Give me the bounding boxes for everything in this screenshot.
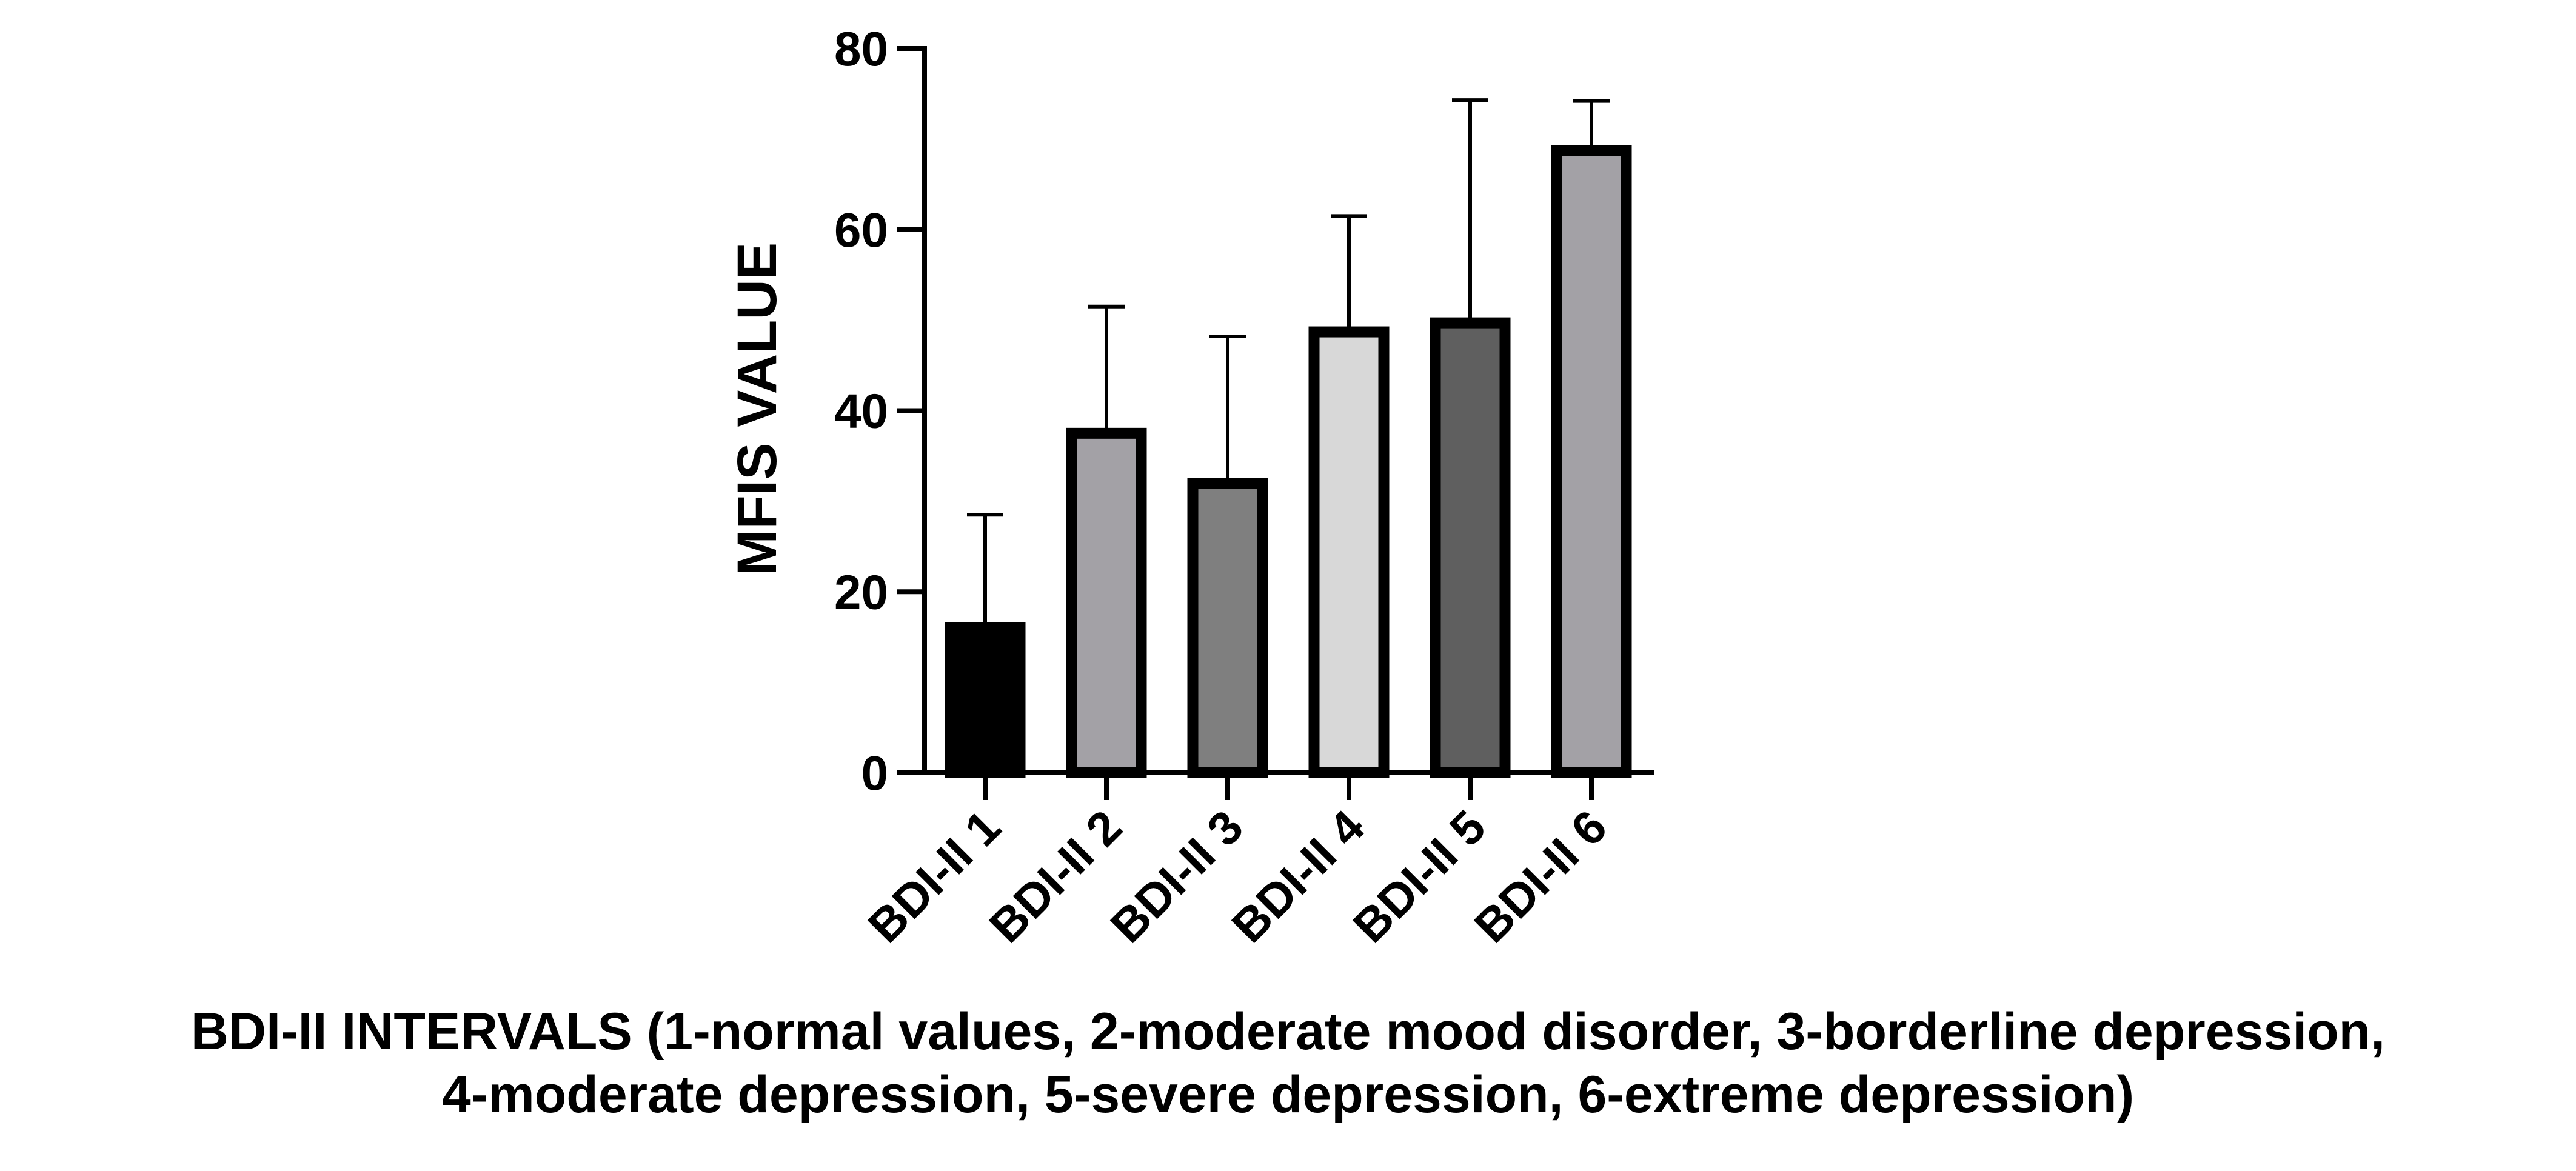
bar-5 [1430,317,1511,778]
bar-2 [1066,427,1147,778]
y-axis-label: MFIS VALUE [726,242,788,576]
x-tick-label-3: BDI-II 3 [1100,800,1253,953]
y-tick-label-0: 0 [861,746,889,800]
y-tick-label-80: 80 [834,22,888,76]
bar-6 [1551,145,1632,779]
y-tick-label-40: 40 [834,384,888,438]
x-tick-label-6: BDI-II 6 [1464,800,1617,953]
error-bars-group [967,98,1610,628]
x-tick-label-2: BDI-II 2 [979,800,1132,953]
x-tick-label-4: BDI-II 4 [1222,800,1374,953]
x-tick-label-5: BDI-II 5 [1343,800,1496,953]
axes-group [922,46,1654,775]
x-tick-label-1: BDI-II 1 [858,800,1011,953]
bar-1 [945,622,1026,778]
y-tick-label-20: 20 [834,565,888,619]
bars-group [945,145,1632,779]
x-axis-label-line-2: 4-moderate depression, 5-severe depressi… [441,1066,2135,1124]
y-ticks-group: 0 20 40 60 80 [834,22,925,800]
x-axis-label: BDI-II INTERVALS (1-normal values, 2-mod… [0,1000,2576,1126]
bar-4 [1308,326,1390,778]
y-tick-label-60: 60 [834,203,888,257]
x-axis-label-line-1: BDI-II INTERVALS (1-normal values, 2-mod… [190,1003,2386,1061]
bar-3 [1187,478,1268,778]
